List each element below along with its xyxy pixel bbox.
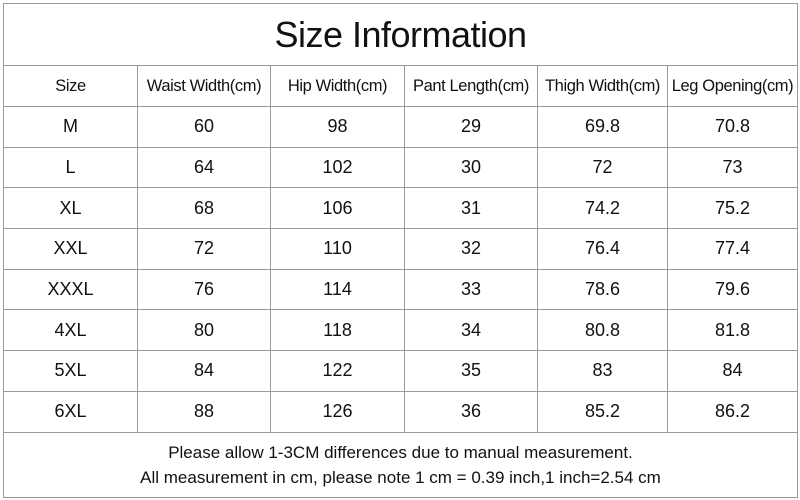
measure-cell: 81.8: [667, 309, 798, 352]
measure-cell: 122: [270, 350, 405, 392]
measure-cell: 98: [270, 106, 405, 148]
measure-cell: 29: [404, 106, 538, 148]
data-row: M 60 98 29 69.8 70.8: [3, 106, 798, 148]
size-cell: M: [3, 106, 138, 148]
measure-cell: 80: [137, 309, 271, 352]
footer-row: Please allow 1-3CM differences due to ma…: [3, 431, 798, 498]
header-cell: Thigh Width(cm): [537, 65, 668, 107]
measure-cell: 70.8: [667, 106, 798, 148]
measure-cell: 36: [404, 390, 538, 433]
size-sheet: Size Information Size Waist Width(cm) Hip …: [3, 3, 798, 498]
size-table: Size Information Size Waist Width(cm) Hip …: [3, 3, 798, 498]
measure-cell: 126: [270, 390, 405, 433]
table-body: Size Information Size Waist Width(cm) Hip …: [3, 3, 798, 498]
measure-cell: 34: [404, 309, 538, 352]
title-row: Size Information: [3, 3, 798, 66]
measure-cell: 33: [404, 268, 538, 311]
measure-cell: 74.2: [537, 187, 668, 230]
size-cell: XXXL: [3, 268, 138, 311]
size-cell: L: [3, 146, 138, 189]
measure-cell: 72: [537, 146, 668, 189]
data-row: 4XL 80 118 34 80.8 81.8: [3, 309, 798, 352]
measure-cell: 75.2: [667, 187, 798, 230]
size-cell: XL: [3, 187, 138, 230]
measure-cell: 102: [270, 146, 405, 189]
measure-cell: 86.2: [667, 390, 798, 433]
size-cell: XXL: [3, 228, 138, 270]
data-row: XXXL 76 114 33 78.6 79.6: [3, 268, 798, 311]
measure-cell: 30: [404, 146, 538, 189]
size-cell: 5XL: [3, 350, 138, 392]
measure-cell: 73: [667, 146, 798, 189]
data-row: XL 68 106 31 74.2 75.2: [3, 187, 798, 230]
table-title: Size Information: [3, 3, 798, 66]
measure-cell: 76.4: [537, 228, 668, 270]
measure-cell: 79.6: [667, 268, 798, 311]
measure-cell: 72: [137, 228, 271, 270]
header-cell: Size: [3, 65, 138, 107]
size-cell: 4XL: [3, 309, 138, 352]
measure-cell: 76: [137, 268, 271, 311]
measure-cell: 88: [137, 390, 271, 433]
header-row: Size Waist Width(cm) Hip Width(cm) Pant Len…: [3, 65, 798, 107]
data-row: XXL 72 110 32 76.4 77.4: [3, 228, 798, 270]
measure-cell: 114: [270, 268, 405, 311]
measure-cell: 35: [404, 350, 538, 392]
header-cell: Waist Width(cm): [137, 65, 271, 107]
measure-cell: 64: [137, 146, 271, 189]
footer-cell: Please allow 1-3CM differences due to ma…: [3, 431, 798, 498]
measure-cell: 110: [270, 228, 405, 270]
data-row: 6XL 88 126 36 85.2 86.2: [3, 390, 798, 433]
header-cell: Leg Opening(cm): [667, 65, 798, 107]
header-cell: Pant Length(cm): [404, 65, 538, 107]
measure-cell: 31: [404, 187, 538, 230]
measure-cell: 68: [137, 187, 271, 230]
measure-cell: 84: [667, 350, 798, 392]
data-row: 5XL 84 122 35 83 84: [3, 350, 798, 392]
measure-cell: 85.2: [537, 390, 668, 433]
data-row: L 64 102 30 72 73: [3, 146, 798, 189]
size-cell: 6XL: [3, 390, 138, 433]
measure-cell: 83: [537, 350, 668, 392]
measure-cell: 32: [404, 228, 538, 270]
footer-note: All measurement in cm, please note 1 cm …: [140, 467, 661, 487]
measure-cell: 60: [137, 106, 271, 148]
measure-cell: 118: [270, 309, 405, 352]
measure-cell: 80.8: [537, 309, 668, 352]
measure-cell: 69.8: [537, 106, 668, 148]
measure-cell: 78.6: [537, 268, 668, 311]
footer-note: Please allow 1-3CM differences due to ma…: [168, 442, 633, 462]
measure-cell: 77.4: [667, 228, 798, 270]
measure-cell: 106: [270, 187, 405, 230]
measure-cell: 84: [137, 350, 271, 392]
header-cell: Hip Width(cm): [270, 65, 405, 107]
